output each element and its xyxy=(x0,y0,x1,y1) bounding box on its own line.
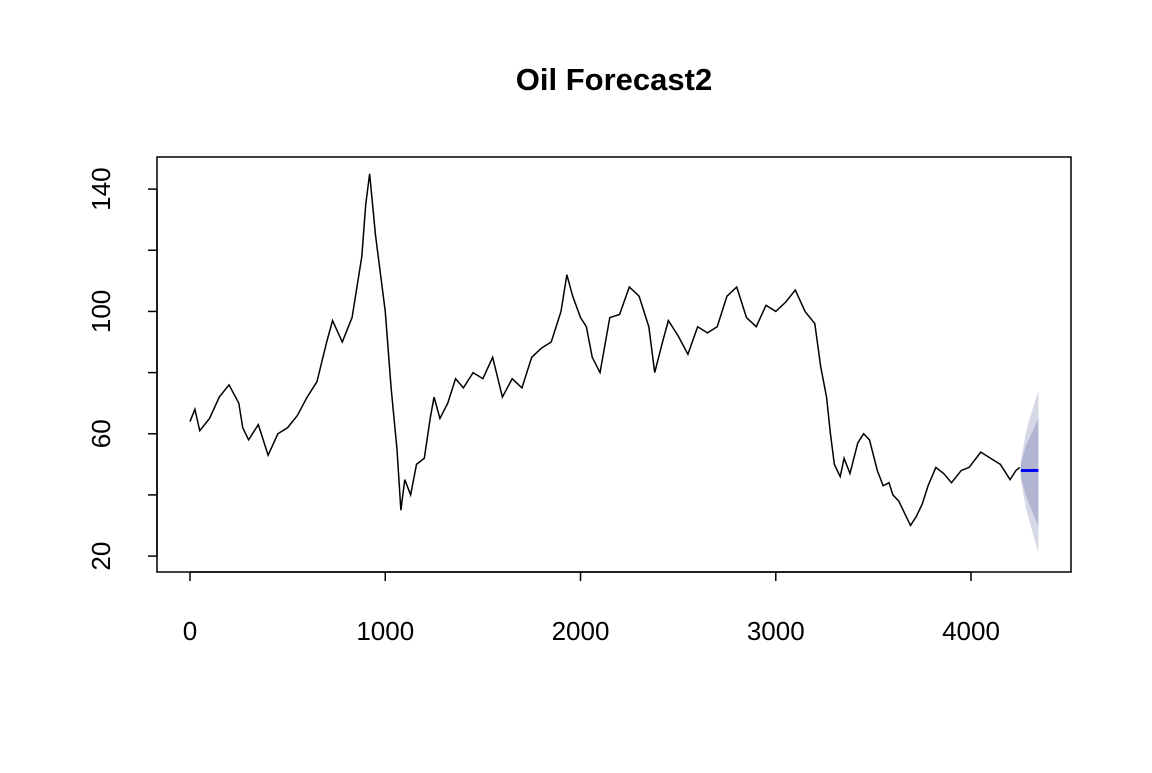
chart-title: Oil Forecast2 xyxy=(516,62,712,97)
y-tick-label: 140 xyxy=(86,167,116,210)
interval-80 xyxy=(1020,418,1039,526)
x-tick-label: 1000 xyxy=(356,616,414,646)
x-tick-label: 3000 xyxy=(747,616,805,646)
series-line xyxy=(189,173,1021,528)
x-tick-label: 4000 xyxy=(942,616,1000,646)
y-tick-label: 60 xyxy=(86,419,116,448)
y-tick-label: 20 xyxy=(86,542,116,571)
x-tick-label: 2000 xyxy=(552,616,610,646)
x-tick-label: 0 xyxy=(183,616,197,646)
y-tick-label: 100 xyxy=(86,290,116,333)
